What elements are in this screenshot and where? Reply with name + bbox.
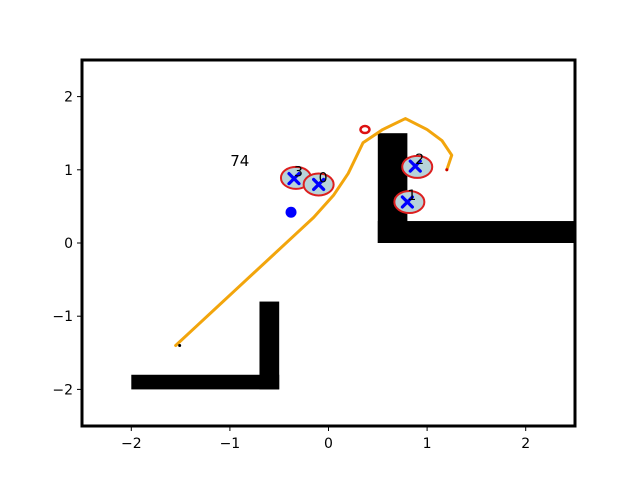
obstacles [131, 133, 575, 390]
landmark-1: 1 [393, 188, 426, 215]
y-tick-label: 2 [64, 90, 73, 106]
x-tick-label: 2 [521, 436, 530, 452]
landmark-label: 2 [415, 152, 424, 168]
x-tick-label: −1 [220, 436, 241, 452]
landmark-2: 2 [401, 152, 434, 179]
markers [285, 124, 371, 218]
landmark-0: 0 [302, 170, 335, 197]
landmark-label: 3 [294, 165, 303, 181]
y-tick-label: 0 [64, 236, 73, 252]
obstacle-3 [259, 301, 280, 390]
x-axis: −2 −1 0 1 2 [121, 426, 530, 452]
y-tick-label: 1 [64, 163, 73, 179]
trajectory-start [178, 343, 182, 347]
trajectory-line [174, 117, 454, 347]
landmark-label: 0 [319, 170, 328, 186]
landmark-x-marker [408, 159, 422, 173]
obstacle-1 [377, 221, 575, 243]
x-tick-label: −2 [121, 436, 142, 452]
landmarks: 3 0 2 1 [279, 152, 434, 215]
landmark-x-marker [312, 177, 326, 192]
trajectory-end [445, 168, 449, 172]
y-tick-label: −2 [52, 382, 73, 398]
trajectory [174, 117, 454, 347]
y-axis: −2 −1 0 1 2 [52, 90, 82, 398]
obstacle-2 [131, 374, 280, 390]
landmark-x-marker [400, 195, 414, 209]
y-tick-label: −1 [52, 309, 73, 325]
x-tick-label: 1 [423, 436, 432, 452]
x-tick-label: 0 [324, 436, 333, 452]
annotation-label: 74 [230, 152, 249, 170]
goal-marker [359, 124, 371, 135]
landmark-label: 1 [407, 188, 416, 204]
landmark-x-marker [287, 171, 301, 186]
robot-position-dot [285, 206, 297, 218]
